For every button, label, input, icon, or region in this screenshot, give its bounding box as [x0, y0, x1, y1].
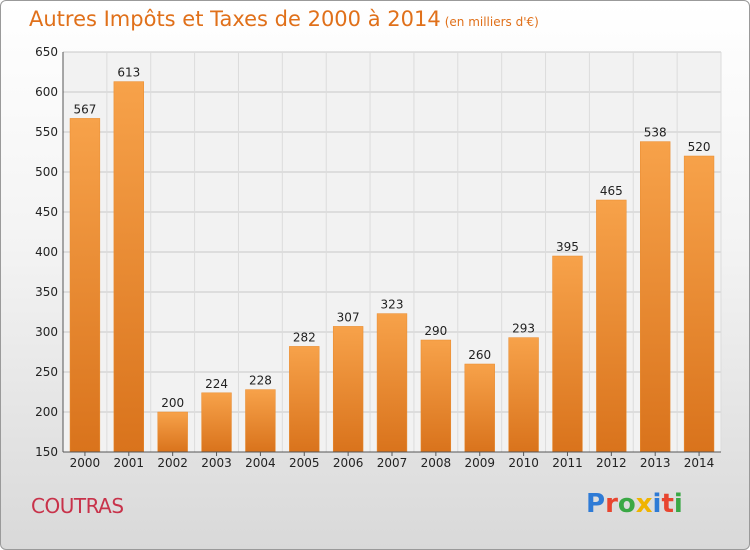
y-tick-label: 450 — [35, 205, 58, 219]
data-label: 282 — [293, 330, 316, 344]
data-label: 260 — [468, 348, 491, 362]
x-tick-label: 2001 — [114, 456, 145, 470]
data-label: 200 — [161, 396, 184, 410]
y-tick-label: 250 — [35, 365, 58, 379]
data-label: 228 — [249, 374, 272, 388]
x-tick-label: 2011 — [552, 456, 583, 470]
logo-letter: t — [661, 489, 674, 519]
y-tick-label: 350 — [35, 285, 58, 299]
chart-title: Autres Impôts et Taxes de 2000 à 2014 — [29, 7, 441, 31]
bar — [596, 199, 627, 453]
chart-title-block: Autres Impôts et Taxes de 2000 à 2014 (en… — [29, 7, 539, 31]
x-tick-label: 2000 — [70, 456, 101, 470]
y-tick-label: 600 — [35, 85, 58, 99]
bars — [69, 81, 715, 453]
data-label: 538 — [644, 126, 667, 140]
bar — [332, 326, 364, 453]
bar — [552, 255, 583, 453]
logo-letter: i — [673, 489, 683, 519]
proxiti-logo: Proxiti — [586, 489, 683, 519]
bar — [420, 339, 452, 453]
x-tick-label: 2010 — [508, 456, 539, 470]
data-label: 323 — [381, 298, 404, 312]
y-tick-label: 400 — [35, 245, 58, 259]
x-tick-label: 2005 — [289, 456, 320, 470]
x-tick-label: 2004 — [245, 456, 276, 470]
x-tick-label: 2009 — [464, 456, 495, 470]
bar — [464, 363, 495, 453]
axes: 150 200 250 300 350 400 450 500 550 600 650 2000 200… — [35, 45, 721, 470]
logo-letter: i — [652, 489, 662, 519]
data-label: 293 — [512, 322, 535, 336]
logo-letter: P — [586, 489, 606, 519]
bar — [69, 118, 101, 453]
chart-subtitle: (en milliers d'€) — [444, 15, 539, 29]
bar — [113, 81, 144, 453]
data-label: 307 — [337, 310, 360, 324]
data-label: 520 — [688, 140, 711, 154]
y-tick-label: 200 — [35, 405, 58, 419]
data-label: 395 — [556, 240, 579, 254]
bar — [376, 313, 408, 453]
bar — [157, 411, 188, 453]
x-tick-label: 2014 — [684, 456, 715, 470]
data-label: 290 — [424, 324, 447, 338]
x-tick-label: 2013 — [640, 456, 671, 470]
x-tick-label: 2003 — [201, 456, 232, 470]
bar — [289, 346, 320, 453]
y-tick-label: 550 — [35, 125, 58, 139]
logo-letter: x — [635, 489, 653, 519]
bar — [640, 141, 671, 453]
bar — [683, 155, 715, 453]
x-tick-label: 2008 — [421, 456, 452, 470]
x-tick-label: 2012 — [596, 456, 627, 470]
logo-letter: r — [605, 489, 618, 519]
town-name: COUTRAS — [31, 494, 124, 518]
logo-letter: o — [617, 489, 636, 519]
x-tick-label: 2007 — [377, 456, 408, 470]
x-tick-label: 2006 — [333, 456, 364, 470]
y-tick-label: 650 — [35, 45, 58, 59]
bar — [508, 337, 539, 453]
data-label: 613 — [117, 66, 140, 80]
bar — [245, 389, 276, 453]
bar — [201, 392, 232, 453]
x-tick-label: 2002 — [157, 456, 188, 470]
labels: 567 613 200 224 228 282 307 323 290 260 293 395 465 5… — [73, 66, 710, 410]
data-label: 567 — [73, 102, 96, 116]
data-label: 465 — [600, 184, 623, 198]
y-tick-label: 150 — [35, 445, 58, 459]
y-tick-label: 300 — [35, 325, 58, 339]
y-tick-label: 500 — [35, 165, 58, 179]
data-label: 224 — [205, 377, 228, 391]
